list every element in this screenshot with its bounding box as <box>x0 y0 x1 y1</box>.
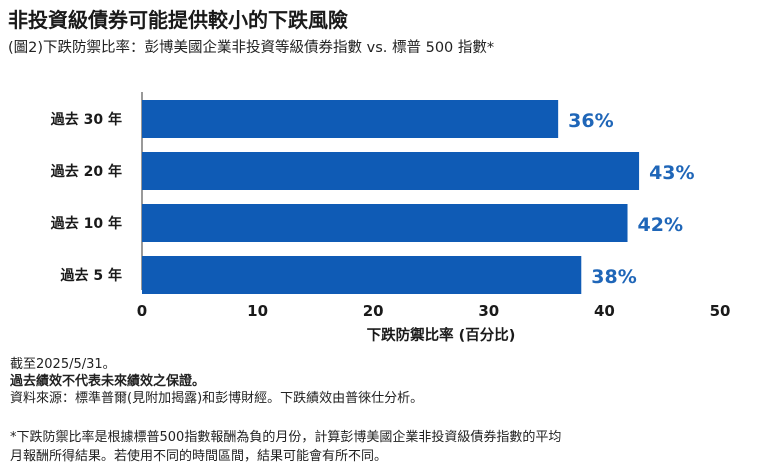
notes: 截至2025/5/31。 過去績效不代表未來績效之保證。 資料來源：標準普爾(見… <box>10 356 423 407</box>
x-tick-label-6: 50 <box>710 302 731 320</box>
x-tick-label-5: 40 <box>594 302 615 320</box>
value-label-1: 36% <box>568 110 613 132</box>
bar-4 <box>142 256 582 294</box>
footnote-line-1: *下跌防禦比率是根據標普500指數報酬為負的月份，計算彭博美國企業非投資級債券指… <box>10 430 562 445</box>
value-label-4: 38% <box>591 266 636 288</box>
bar-chart: 過去 30 年 36% 過去 20 年 43% 過去 10 年 42% 過去 5 年 38% 0… <box>50 92 731 344</box>
category-label-2: 過去 20 年 <box>50 163 122 180</box>
chart-title: 非投資級債券可能提供較小的下跌風險 <box>8 8 348 32</box>
value-label-3: 42% <box>638 214 683 236</box>
bar-1 <box>142 100 559 138</box>
bar-3 <box>142 204 628 242</box>
footnote: *下跌防禦比率是根據標普500指數報酬為負的月份，計算彭博美國企業非投資級債券指… <box>10 428 561 466</box>
value-label-2: 43% <box>649 162 694 184</box>
category-label-1: 過去 30 年 <box>50 111 122 128</box>
chart-subtitle: (圖2)下跌防禦比率：彭博美國企業非投資等級債券指數 vs. 標普 500 指數… <box>8 40 495 56</box>
x-axis-title: 下跌防禦比率 (百分比) <box>367 326 516 344</box>
category-label-3: 過去 10 年 <box>50 215 122 232</box>
footnote-line-2: 月報酬所得結果。若使用不同的時間區間，結果可能會有所不同。 <box>10 449 388 464</box>
disclaimer: 過去績效不代表未來績效之保證。 <box>10 374 206 389</box>
x-tick-label-2: 10 <box>247 302 268 320</box>
as-of-date: 截至2025/5/31。 <box>10 357 116 372</box>
bar-2 <box>142 152 640 190</box>
category-label-4: 過去 5 年 <box>60 267 123 284</box>
x-tick-label-4: 30 <box>478 302 499 320</box>
data-source: 資料來源：標準普爾(見附加揭露)和彭博財經。下跌績效由普徠仕分析。 <box>10 391 424 406</box>
x-tick-label-3: 20 <box>363 302 384 320</box>
x-tick-label-1: 0 <box>137 302 147 320</box>
